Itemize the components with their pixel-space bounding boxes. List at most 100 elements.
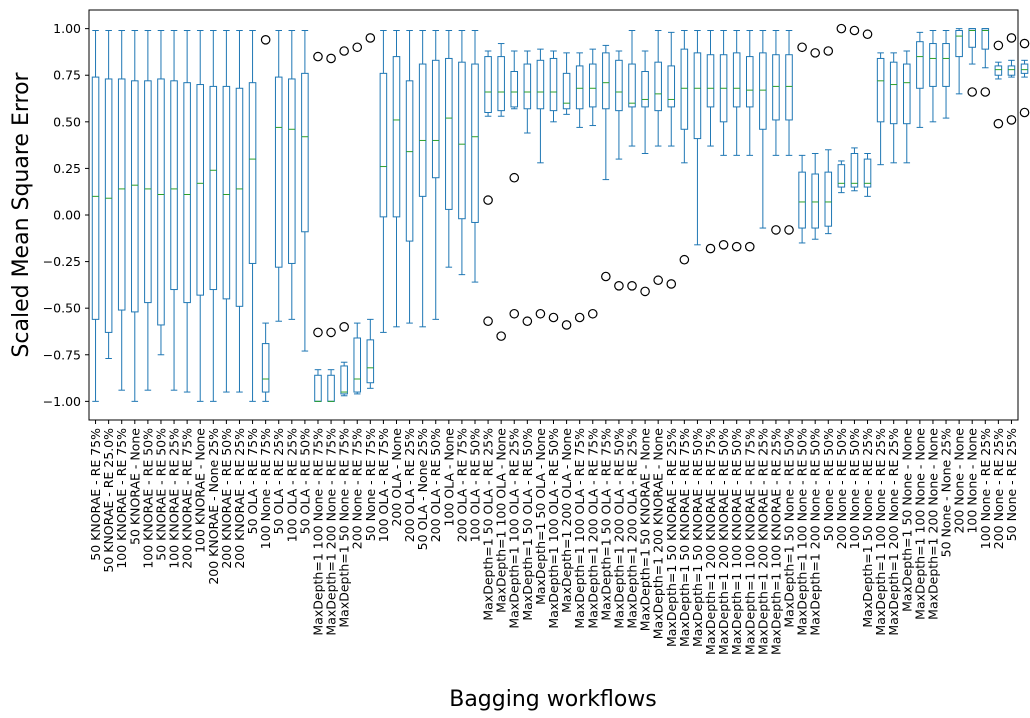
x-tick-label: 100 None - RE 25% bbox=[978, 428, 993, 549]
box-59 bbox=[862, 29, 873, 197]
box-40 bbox=[614, 50, 624, 291]
outlier-point bbox=[326, 53, 336, 64]
box-60 bbox=[876, 52, 885, 166]
outlier-point bbox=[535, 308, 546, 319]
x-tick-label: MaxDepth=1 100 None - RE 25% bbox=[873, 428, 888, 636]
box-32 bbox=[509, 50, 520, 319]
box-52 bbox=[771, 30, 781, 235]
box-14 bbox=[274, 30, 283, 322]
box-body bbox=[471, 63, 479, 223]
box-body bbox=[824, 171, 833, 227]
box-body bbox=[353, 337, 362, 393]
outlier-point bbox=[352, 42, 363, 53]
outlier-point bbox=[483, 195, 493, 205]
box-body bbox=[706, 54, 715, 108]
box-body bbox=[445, 57, 453, 210]
box-21 bbox=[365, 33, 376, 389]
box-body bbox=[968, 28, 976, 48]
box-43 bbox=[653, 30, 663, 286]
box-27 bbox=[445, 30, 453, 268]
box-67 bbox=[967, 28, 978, 97]
outlier-point bbox=[326, 327, 336, 338]
x-tick-label: 100 KNORAE - RE 25% bbox=[167, 428, 182, 569]
outlier-point bbox=[627, 281, 637, 291]
x-tick-label: 50 KNORAE - RE 25.0% bbox=[101, 428, 116, 573]
box-body bbox=[641, 71, 649, 108]
x-tick-label: MaxDepth=1 100 OLA - RE 50% bbox=[546, 428, 561, 629]
x-tick-label: MaxDepth=1 200 OLA - RE 25% bbox=[625, 428, 640, 629]
box-47 bbox=[705, 30, 716, 254]
outlier-point bbox=[339, 46, 349, 56]
outlier-point bbox=[993, 40, 1004, 51]
x-tick-label: 100 OLA - RE 25% bbox=[284, 428, 299, 542]
outlier-point bbox=[653, 275, 663, 286]
box-body bbox=[418, 63, 427, 197]
outlier-point bbox=[601, 271, 611, 282]
x-tick-label: 200 KNORAE - RE 75% bbox=[180, 428, 195, 569]
box-7 bbox=[183, 30, 191, 393]
y-axis-title: Scaled Mean Square Error bbox=[9, 71, 34, 357]
box-70 bbox=[1006, 33, 1017, 125]
x-tick-label: 200 OLA - RE 50% bbox=[428, 428, 443, 542]
box-body bbox=[340, 365, 348, 395]
box-body bbox=[497, 56, 505, 112]
x-tick-label: MaxDepth=1 50 OLA - RE 75% bbox=[598, 428, 613, 621]
box-body bbox=[654, 61, 662, 112]
outlier-point bbox=[731, 241, 742, 252]
x-tick-label: 50 None - None 25% bbox=[939, 428, 954, 557]
x-tick-label: 200 KNORAE - RE 50% bbox=[219, 428, 234, 569]
outlier-point bbox=[365, 33, 376, 43]
x-tick-label: MaxDepth=1 50 KNORAE - RE 50% bbox=[690, 428, 705, 647]
box-42 bbox=[640, 50, 650, 297]
box-10 bbox=[222, 30, 231, 393]
box-body bbox=[183, 82, 191, 304]
box-body bbox=[235, 87, 244, 307]
box-body bbox=[628, 63, 636, 108]
box-39 bbox=[601, 44, 611, 282]
x-tick-label: MaxDepth=1 50 OLA - RE 25% bbox=[481, 428, 496, 621]
outlier-point bbox=[718, 240, 729, 250]
x-tick-label: 100 KNORAE - None bbox=[193, 428, 208, 553]
box-body bbox=[876, 57, 885, 123]
box-body bbox=[405, 80, 414, 242]
box-body bbox=[392, 56, 401, 218]
box-body bbox=[327, 374, 335, 402]
box-body bbox=[811, 173, 819, 229]
x-tick-label: MaxDepth=1 50 KNORAE - None bbox=[638, 428, 653, 632]
box-4 bbox=[144, 30, 152, 391]
boxes-layer bbox=[91, 23, 1030, 402]
box-8 bbox=[196, 30, 204, 402]
box-body bbox=[693, 52, 702, 140]
box-body bbox=[994, 65, 1003, 76]
x-tick-label: MaxDepth=1 200 KNORAE - RE 25% bbox=[755, 428, 770, 655]
box-body bbox=[955, 30, 963, 58]
box-body bbox=[667, 65, 676, 108]
box-9 bbox=[209, 30, 218, 402]
x-tick-label: 200 None - None bbox=[952, 428, 967, 534]
box-33 bbox=[522, 50, 533, 327]
outlier-point bbox=[574, 312, 585, 323]
box-0 bbox=[91, 30, 100, 402]
box-16 bbox=[301, 30, 309, 352]
x-tick-label: 200 OLA - RE 75% bbox=[454, 428, 469, 542]
x-tick-label: 100 None - None bbox=[965, 428, 980, 534]
x-tick-label: 50 KNORAE - RE 50% bbox=[153, 428, 168, 561]
box-body bbox=[602, 52, 610, 110]
outlier-point bbox=[823, 46, 834, 56]
y-tick-label: 0.75 bbox=[53, 68, 81, 83]
x-tick-label: 100 OLA - RE 75% bbox=[376, 428, 391, 542]
x-tick-label: MaxDepth=1 50 OLA - RE 50% bbox=[520, 428, 535, 621]
box-17 bbox=[313, 51, 323, 402]
x-tick-label: 50 OLA - RE 50% bbox=[297, 428, 312, 534]
outlier-point bbox=[810, 48, 820, 58]
box-body bbox=[942, 43, 950, 87]
box-63 bbox=[916, 31, 924, 128]
box-57 bbox=[836, 23, 847, 194]
x-tick-label: 200 KNORAE - None 25% bbox=[206, 428, 221, 585]
box-41 bbox=[627, 30, 637, 291]
x-tick-label: MaxDepth=1 100 KNORAE - RE 75% bbox=[742, 428, 757, 655]
box-1 bbox=[104, 30, 113, 359]
box-12 bbox=[248, 30, 257, 402]
y-tick-label: −1.00 bbox=[43, 394, 81, 409]
box-38 bbox=[587, 48, 598, 319]
